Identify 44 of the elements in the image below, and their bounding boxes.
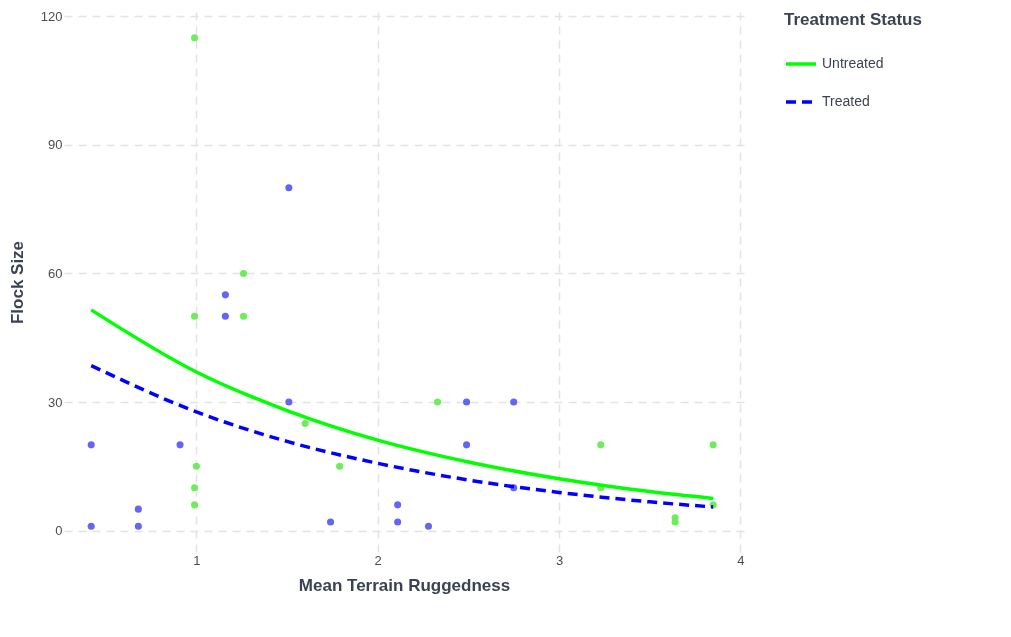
- point: [221, 291, 229, 299]
- point: [301, 419, 309, 427]
- point: [510, 398, 518, 406]
- x-tick-label: 4: [737, 552, 745, 568]
- point: [191, 312, 199, 320]
- point: [394, 501, 402, 509]
- legend-label: Treated: [822, 93, 870, 109]
- x-tick-label: 2: [374, 552, 382, 568]
- y-tick-label: 120: [40, 8, 63, 24]
- y-tick-label: 0: [55, 523, 63, 539]
- point: [434, 398, 442, 406]
- point: [176, 441, 184, 449]
- point: [192, 462, 200, 470]
- point: [336, 462, 344, 470]
- point: [134, 505, 142, 513]
- point: [134, 522, 142, 530]
- line-series: [89, 363, 715, 509]
- point: [191, 34, 199, 42]
- point: [285, 184, 293, 192]
- x-tick-label: 3: [555, 552, 564, 568]
- point: [394, 518, 402, 526]
- point: [239, 269, 248, 277]
- point: [463, 441, 471, 449]
- point: [463, 398, 471, 406]
- point: [709, 441, 717, 449]
- y-tick-label: 60: [48, 265, 63, 281]
- point: [239, 312, 248, 320]
- y-tick-label: 30: [48, 394, 63, 410]
- x-tick-label: 1: [193, 552, 201, 568]
- y-axis-title: Flock Size: [7, 240, 27, 325]
- x-axis-title: Mean Terrain Ruggedness: [298, 575, 511, 595]
- point: [597, 441, 605, 449]
- point: [221, 312, 229, 320]
- legend-title: Treatment Status: [784, 10, 922, 29]
- point: [285, 398, 293, 406]
- point: [191, 484, 199, 492]
- point: [87, 441, 95, 449]
- point: [191, 501, 199, 509]
- legend-label: Untreated: [822, 55, 884, 71]
- point: [87, 522, 95, 530]
- line-series: [89, 308, 715, 501]
- point: [424, 522, 433, 530]
- y-tick-label: 90: [48, 137, 63, 153]
- point: [327, 518, 335, 526]
